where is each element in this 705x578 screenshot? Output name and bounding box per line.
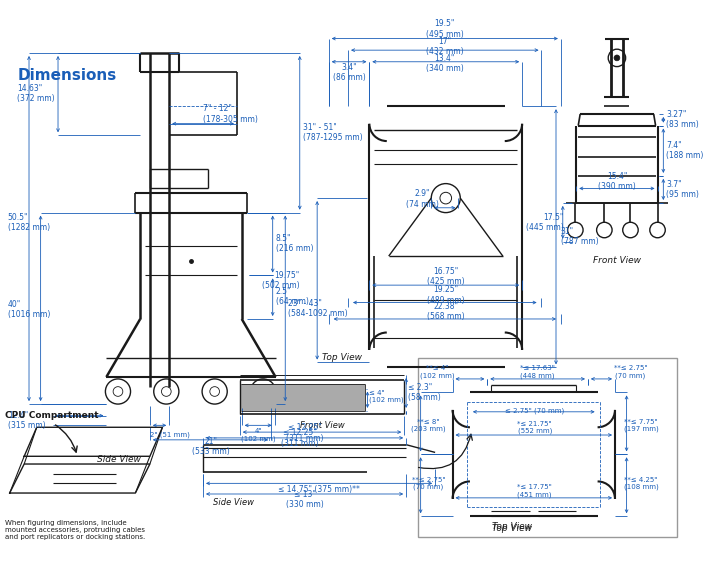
Bar (418, 358, 677, 536)
Text: ≤ 2.3"
(58 mm): ≤ 2.3" (58 mm) (408, 383, 441, 402)
Text: **≤ 7.75"
(197 mm): **≤ 7.75" (197 mm) (624, 418, 658, 432)
Text: CPU Compartment: CPU Compartment (5, 411, 99, 420)
Text: 19.75"
(502 mm): 19.75" (502 mm) (262, 271, 300, 290)
Text: Front View: Front View (300, 421, 345, 430)
Text: 31"
(787 mm): 31" (787 mm) (561, 227, 599, 246)
Text: Side View: Side View (97, 455, 140, 464)
Text: 2.9"
(74 mm): 2.9" (74 mm) (406, 190, 439, 209)
Text: **≤ 4.25"
(108 mm): **≤ 4.25" (108 mm) (624, 477, 658, 490)
Circle shape (614, 55, 620, 61)
Text: 3.27"
(83 mm): 3.27" (83 mm) (666, 110, 699, 129)
Text: Dimensions: Dimensions (18, 68, 116, 83)
Text: 31" - 51"
(787-1295 mm): 31" - 51" (787-1295 mm) (302, 123, 362, 142)
Text: Top View: Top View (493, 524, 532, 533)
Text: 21"
(533 mm): 21" (533 mm) (192, 437, 230, 456)
Text: 14.63"
(372 mm): 14.63" (372 mm) (18, 84, 55, 103)
Text: 40"
(1016 mm): 40" (1016 mm) (8, 299, 50, 319)
Text: ≤ 13"
(330 mm): ≤ 13" (330 mm) (286, 490, 324, 509)
Text: 7.4"
(188 mm): 7.4" (188 mm) (666, 141, 704, 161)
Text: 15.4"
(390 mm): 15.4" (390 mm) (598, 172, 636, 191)
Text: 16.75"
(425 mm): 16.75" (425 mm) (427, 266, 465, 286)
Text: 2" (51 mm): 2" (51 mm) (150, 432, 190, 438)
Text: ≤ 12.25"
(311 mm): ≤ 12.25" (311 mm) (286, 423, 324, 443)
Text: **≤ 2.75"
(70 mm): **≤ 2.75" (70 mm) (412, 477, 445, 490)
Text: Top View: Top View (493, 523, 532, 531)
Text: 17.5"
(445 mm): 17.5" (445 mm) (526, 213, 564, 232)
Text: *≤ 21.75"
(552 mm): *≤ 21.75" (552 mm) (517, 421, 552, 434)
Text: *≤ 17.63"
(448 mm): *≤ 17.63" (448 mm) (520, 365, 555, 379)
Text: 50.5"
(1282 mm): 50.5" (1282 mm) (8, 213, 50, 232)
Text: 3.7"
(95 mm): 3.7" (95 mm) (666, 180, 699, 199)
Text: 17"
(432 mm): 17" (432 mm) (426, 36, 464, 56)
Text: Front View: Front View (593, 257, 641, 265)
Text: **≤ 8"
(203 mm): **≤ 8" (203 mm) (411, 418, 446, 432)
Text: 23" - 43"
(584-1092 mm): 23" - 43" (584-1092 mm) (288, 299, 348, 318)
Text: **≤ 4"
(102 mm): **≤ 4" (102 mm) (419, 365, 455, 379)
Text: 19.25"
(489 mm): 19.25" (489 mm) (427, 285, 465, 305)
Text: ≤ 4"
(102 mm): ≤ 4" (102 mm) (369, 390, 404, 403)
Text: 8.5"
(216 mm): 8.5" (216 mm) (276, 234, 313, 253)
Text: *≤ 17.75"
(451 mm): *≤ 17.75" (451 mm) (517, 484, 552, 498)
Text: 12.4"
(315 mm): 12.4" (315 mm) (8, 411, 45, 430)
Text: 4"
(102 mm): 4" (102 mm) (241, 428, 276, 442)
Text: When figuring dimensions, include
mounted accessories, protruding cables
and por: When figuring dimensions, include mounte… (5, 520, 145, 540)
Text: ≤ 2.75" (70 mm): ≤ 2.75" (70 mm) (505, 407, 565, 414)
Text: 22.38"
(568 mm): 22.38" (568 mm) (427, 302, 465, 321)
Text: ≤ 14.75" (375 mm)**: ≤ 14.75" (375 mm)** (278, 485, 360, 494)
Text: **≤ 2.75"
(70 mm): **≤ 2.75" (70 mm) (614, 365, 647, 379)
Text: 13.4"
(340 mm): 13.4" (340 mm) (426, 54, 464, 73)
Text: 19.5"
(495 mm): 19.5" (495 mm) (426, 19, 464, 39)
Bar (241, 384, 364, 411)
Text: Side View: Side View (213, 498, 254, 507)
Text: ≤ 12.25"
(311 mm): ≤ 12.25" (311 mm) (281, 428, 319, 447)
Text: 2.5"
(64 mm): 2.5" (64 mm) (276, 287, 309, 306)
Text: Top View: Top View (321, 353, 362, 362)
Text: 7" - 12"
(178-305 mm): 7" - 12" (178-305 mm) (203, 104, 258, 124)
Text: 3.4"
(86 mm): 3.4" (86 mm) (333, 62, 365, 82)
